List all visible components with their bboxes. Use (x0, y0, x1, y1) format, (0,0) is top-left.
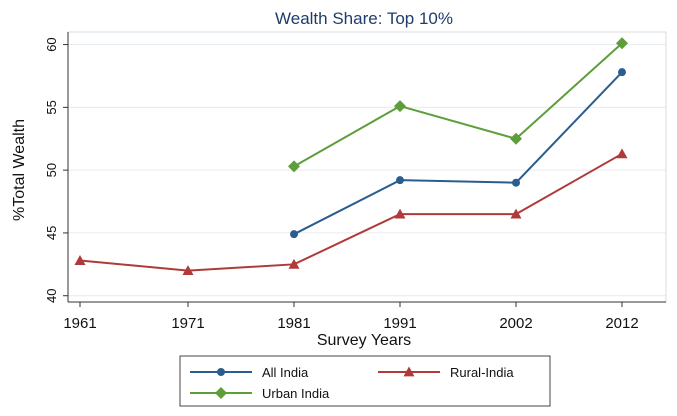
data-point (512, 178, 520, 187)
y-tick-label: 60 (44, 37, 59, 51)
legend-item: Rural-India (378, 365, 514, 380)
plot-frame (67, 31, 667, 303)
data-point (394, 100, 406, 113)
data-point (74, 255, 86, 265)
series-2 (288, 37, 628, 173)
series-1 (74, 148, 628, 276)
series (74, 37, 628, 276)
y-tick-label: 55 (44, 100, 59, 114)
chart-title: Wealth Share: Top 10% (275, 9, 453, 28)
data-point (288, 258, 300, 269)
series-line (293, 42, 623, 168)
series-line (79, 152, 623, 272)
legend: All India Rural-India Urban India (190, 365, 514, 401)
x-ticks: 1961 1971 1981 1991 2002 2012 (63, 302, 639, 332)
y-tick-label: 40 (44, 288, 59, 302)
legend-box (179, 355, 551, 407)
legend-label: All India (262, 365, 309, 380)
x-tick-label: 1981 (277, 315, 310, 332)
y-axis-label: %Total Wealth (11, 119, 28, 221)
y-tick-label: 45 (44, 226, 59, 240)
legend-label: Urban India (262, 386, 330, 401)
y-tick-label: 50 (44, 163, 59, 177)
data-point (394, 208, 406, 219)
legend-marker (217, 368, 225, 376)
series-0 (290, 68, 626, 239)
legend-item: All India (190, 365, 309, 380)
gridlines (68, 44, 666, 297)
data-point (616, 148, 628, 159)
data-point (618, 68, 626, 77)
x-tick-label: 1971 (171, 315, 204, 332)
x-tick-label: 1961 (63, 315, 96, 332)
data-point (396, 176, 404, 185)
legend-item: Urban India (190, 386, 330, 401)
data-point (288, 160, 300, 173)
data-point (616, 37, 628, 50)
legend-label: Rural-India (450, 365, 514, 380)
legend-marker (403, 366, 415, 377)
legend-marker (215, 387, 227, 399)
x-axis-label: Survey Years (317, 332, 411, 349)
series-line (293, 71, 623, 236)
y-ticks: 40 45 50 55 60 (44, 37, 68, 303)
x-tick-label: 2012 (605, 315, 638, 332)
x-tick-label: 1991 (383, 315, 416, 332)
data-point (290, 230, 298, 239)
x-tick-label: 2002 (499, 315, 532, 332)
data-point (510, 132, 522, 145)
data-point (182, 265, 194, 276)
data-point (510, 208, 522, 219)
